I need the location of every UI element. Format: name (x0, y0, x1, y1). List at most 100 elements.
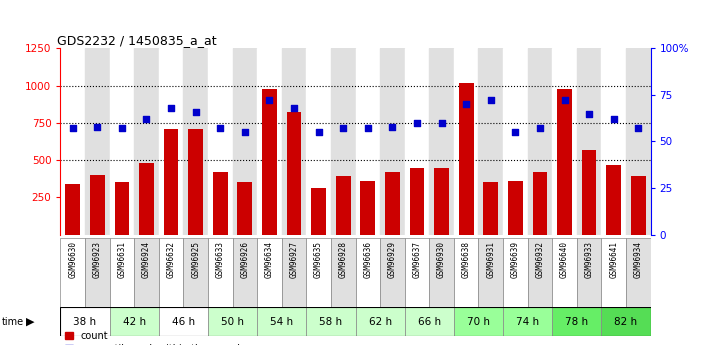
Text: GSM96927: GSM96927 (289, 241, 299, 278)
Text: GSM96637: GSM96637 (412, 241, 422, 278)
Text: GSM96631: GSM96631 (117, 241, 127, 278)
Text: GSM96933: GSM96933 (584, 241, 594, 278)
Bar (631, 177, 646, 235)
Bar (557, 89, 572, 235)
Bar (380, 238, 405, 307)
Bar (479, 238, 503, 307)
Point (92, 124, 103, 129)
Text: GSM96928: GSM96928 (338, 241, 348, 278)
Text: GSM96929: GSM96929 (388, 241, 397, 278)
Point (584, 111, 595, 116)
Text: 78 h: 78 h (565, 317, 589, 327)
Text: 66 h: 66 h (417, 317, 441, 327)
Bar (356, 238, 380, 307)
Text: GSM96635: GSM96635 (314, 241, 323, 278)
Bar (85, 48, 109, 235)
Bar (114, 183, 129, 235)
Bar (405, 307, 454, 336)
Bar (606, 165, 621, 235)
Bar (65, 184, 80, 235)
Text: GSM96638: GSM96638 (461, 241, 471, 278)
Bar (626, 238, 651, 307)
Point (411, 120, 422, 126)
Bar (336, 177, 351, 235)
Text: 70 h: 70 h (467, 317, 490, 327)
Bar (331, 238, 356, 307)
Bar (454, 238, 479, 307)
Bar (577, 238, 602, 307)
Bar (356, 48, 380, 235)
Bar (188, 129, 203, 235)
Bar (134, 48, 159, 235)
Text: GSM96926: GSM96926 (240, 241, 250, 278)
Bar (60, 48, 85, 235)
Bar (164, 129, 178, 235)
Point (387, 124, 398, 129)
Point (141, 116, 152, 122)
Bar (479, 48, 503, 235)
Bar (360, 181, 375, 235)
Text: GSM96633: GSM96633 (215, 241, 225, 278)
Bar (602, 238, 626, 307)
Text: 46 h: 46 h (172, 317, 195, 327)
Text: GSM96636: GSM96636 (363, 241, 373, 278)
Point (461, 101, 472, 107)
Text: GSM96634: GSM96634 (265, 241, 274, 278)
Bar (257, 48, 282, 235)
Text: 38 h: 38 h (73, 317, 97, 327)
Text: GSM96640: GSM96640 (560, 241, 569, 278)
Text: 54 h: 54 h (270, 317, 294, 327)
Text: GSM96923: GSM96923 (93, 241, 102, 278)
Bar (306, 307, 356, 336)
Text: 50 h: 50 h (221, 317, 244, 327)
Text: 42 h: 42 h (122, 317, 146, 327)
Text: GSM96934: GSM96934 (634, 241, 643, 278)
Text: 58 h: 58 h (319, 317, 343, 327)
Point (485, 98, 496, 103)
Point (338, 126, 349, 131)
Point (436, 120, 447, 126)
Bar (454, 48, 479, 235)
Bar (356, 307, 405, 336)
Bar (528, 48, 552, 235)
Text: GSM96931: GSM96931 (486, 241, 496, 278)
Bar (626, 48, 651, 235)
Bar (429, 48, 454, 235)
Bar (380, 48, 405, 235)
Text: 62 h: 62 h (368, 317, 392, 327)
Bar (429, 238, 454, 307)
Text: GSM96630: GSM96630 (68, 241, 77, 278)
Bar (60, 307, 109, 336)
Bar (213, 172, 228, 235)
Bar (405, 48, 429, 235)
Bar (454, 307, 503, 336)
Bar (109, 48, 134, 235)
Bar (208, 48, 232, 235)
Bar (385, 172, 400, 235)
Bar (306, 48, 331, 235)
Text: time: time (2, 317, 24, 327)
Text: GDS2232 / 1450835_a_at: GDS2232 / 1450835_a_at (58, 34, 217, 47)
Bar (159, 48, 183, 235)
Bar (159, 238, 183, 307)
Bar (139, 163, 154, 235)
Text: GSM96639: GSM96639 (510, 241, 520, 278)
Point (215, 126, 226, 131)
Text: GSM96924: GSM96924 (142, 241, 151, 278)
Bar (159, 307, 208, 336)
Bar (85, 238, 109, 307)
Point (633, 126, 644, 131)
Bar (503, 307, 552, 336)
Bar (602, 48, 626, 235)
Point (608, 116, 619, 122)
Bar (232, 48, 257, 235)
Point (534, 126, 545, 131)
Legend: count, percentile rank within the sample: count, percentile rank within the sample (65, 331, 246, 345)
Text: GSM96632: GSM96632 (166, 241, 176, 278)
Text: GSM96930: GSM96930 (437, 241, 446, 278)
Bar (257, 307, 306, 336)
Point (289, 105, 300, 111)
Point (116, 126, 127, 131)
Text: 74 h: 74 h (516, 317, 539, 327)
Point (166, 105, 177, 111)
